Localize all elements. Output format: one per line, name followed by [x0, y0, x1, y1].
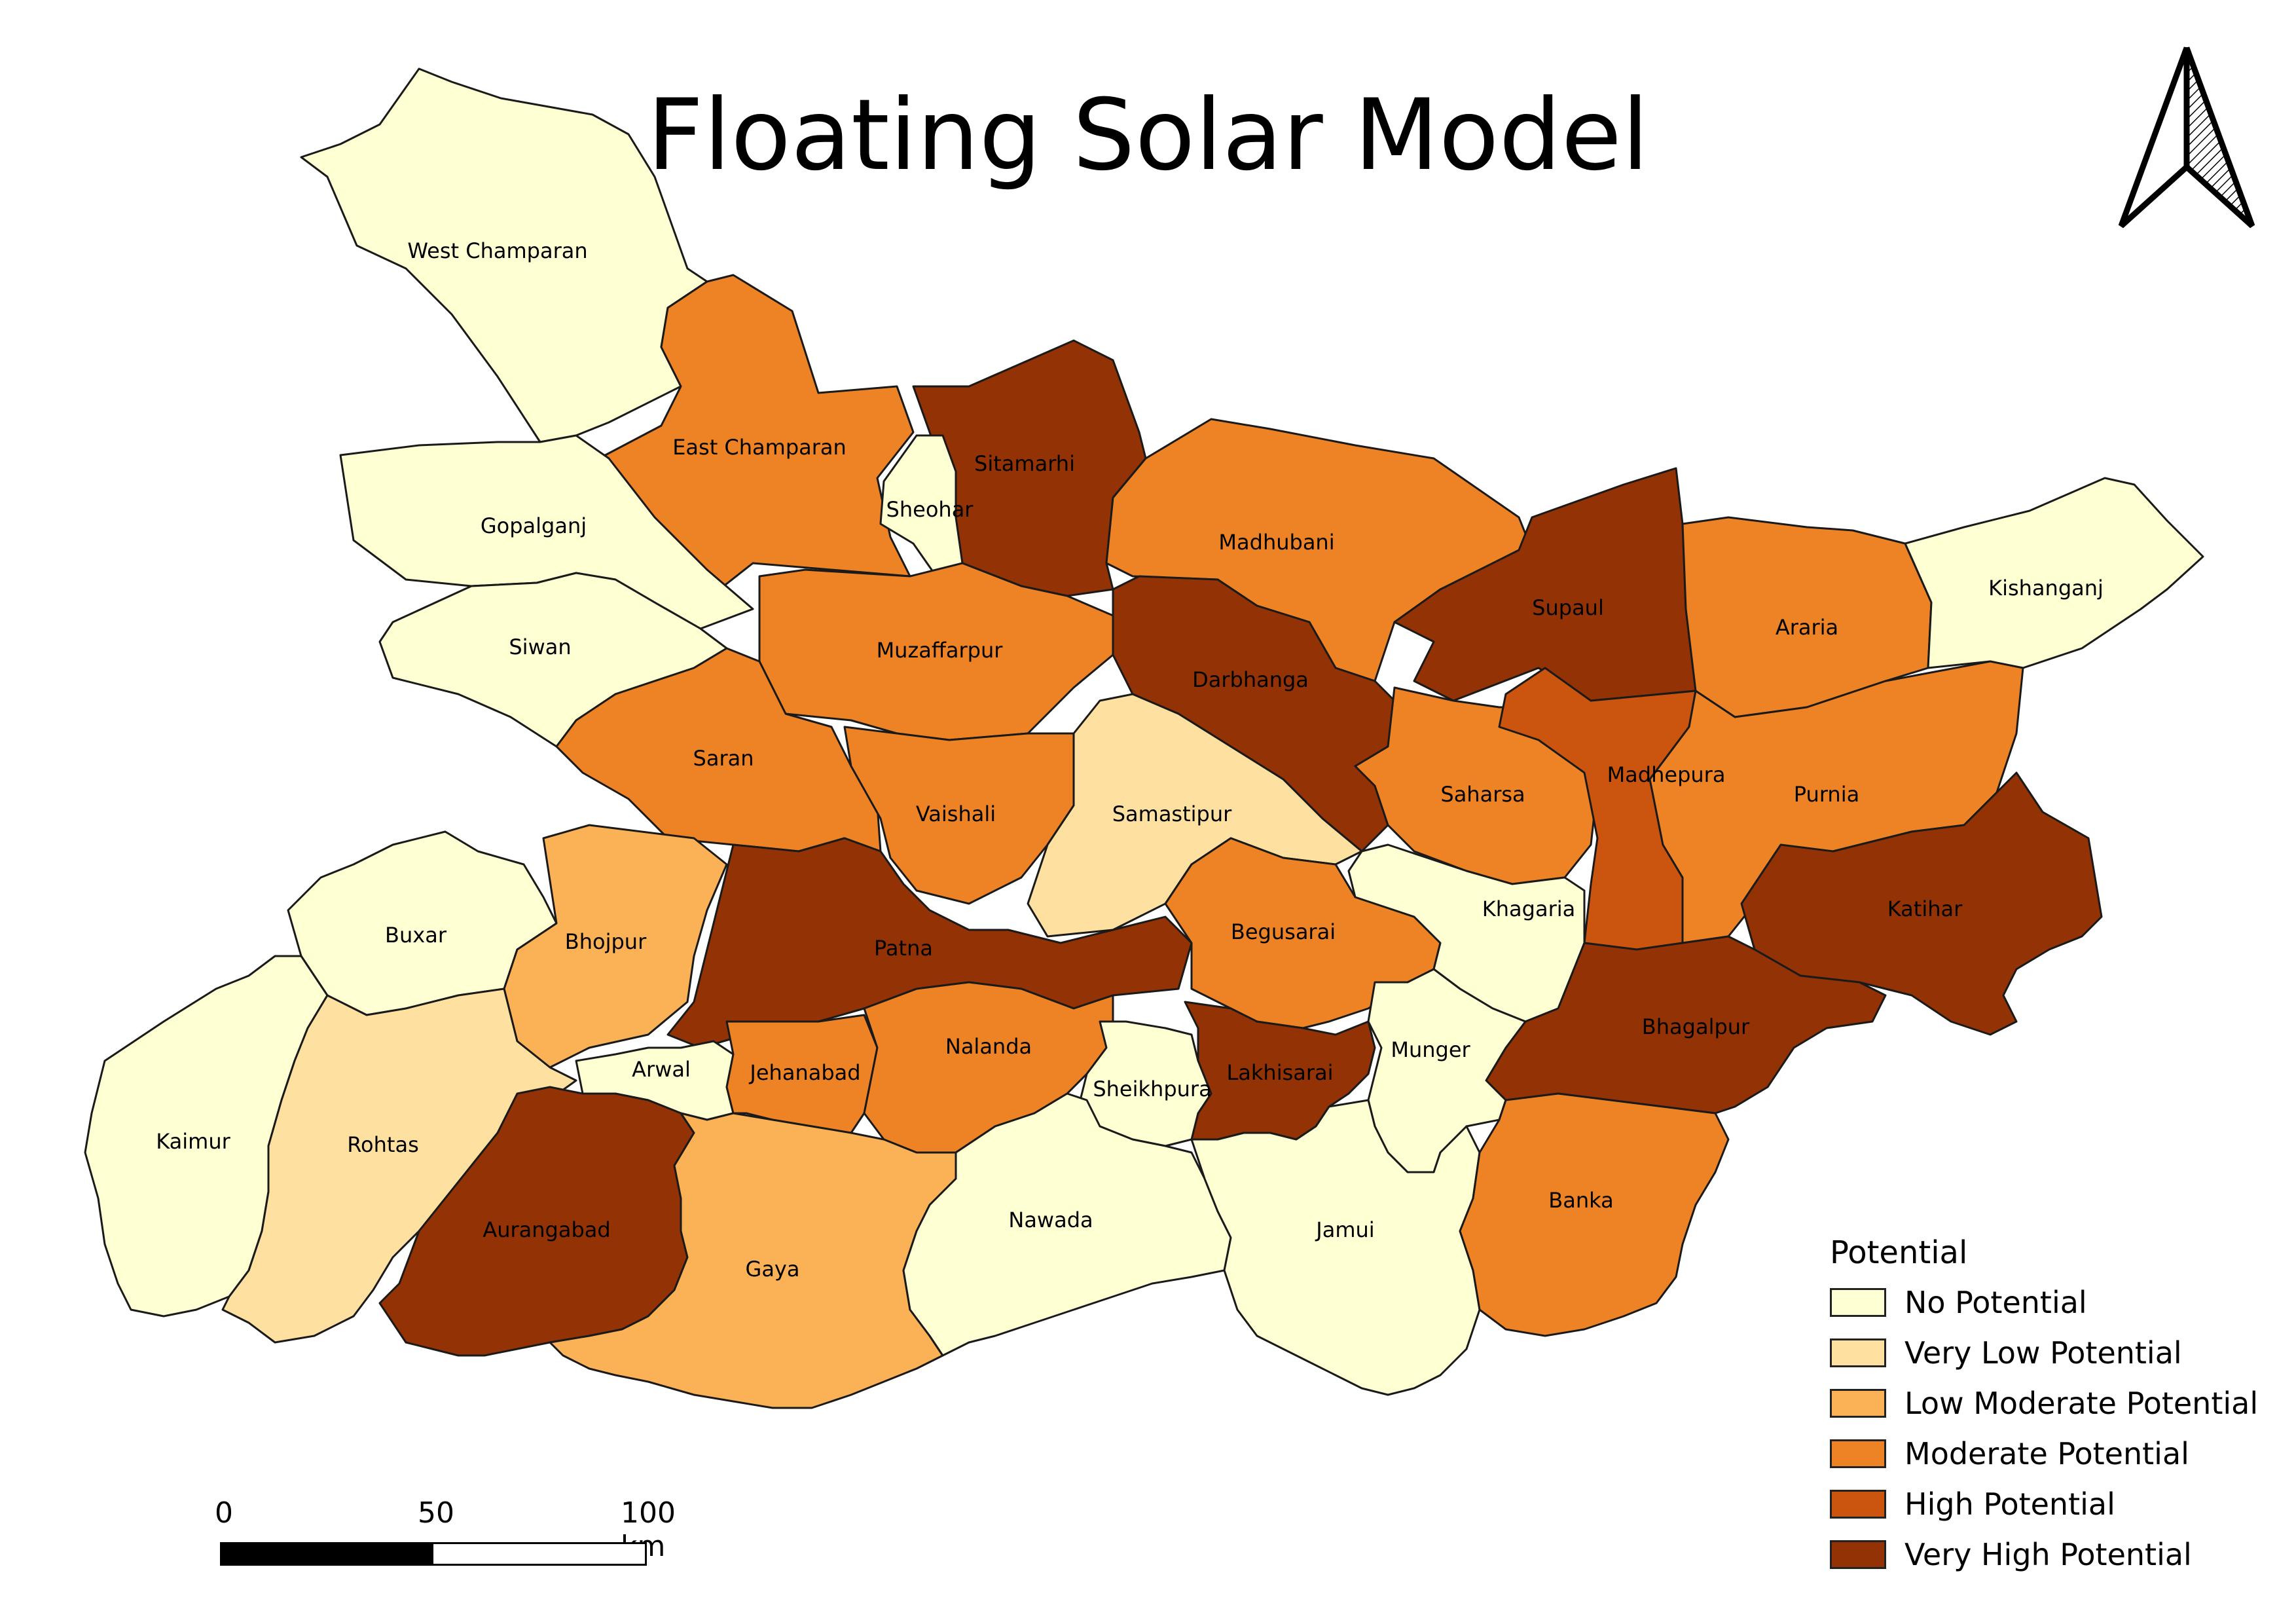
district-label-lakhisarai: Lakhisarai: [1226, 1060, 1333, 1085]
district-label-araria: Araria: [1776, 615, 1838, 640]
district-label-madhubani: Madhubani: [1218, 530, 1334, 555]
district-label-madhepura: Madhepura: [1607, 762, 1726, 787]
district-label-saran: Saran: [693, 746, 754, 771]
district-label-sitamarhi: Sitamarhi: [974, 451, 1075, 476]
district-label-jamui: Jamui: [1315, 1217, 1374, 1242]
district-muzaffarpur: [758, 562, 1114, 741]
scale-segment-white: [433, 1544, 645, 1564]
district-label-east-champaran: East Champaran: [672, 435, 847, 460]
district-rohtas: [221, 987, 577, 1344]
district-label-samastipur: Samastipur: [1112, 802, 1232, 826]
district-gopalganj: [339, 434, 754, 630]
legend-swatch: [1830, 1338, 1886, 1367]
legend-swatch: [1830, 1540, 1886, 1569]
district-label-nawada: Nawada: [1008, 1208, 1093, 1232]
district-label-katihar: Katihar: [1887, 896, 1963, 921]
scale-bar: 0 50 100 km: [215, 1496, 676, 1575]
district-label-patna: Patna: [874, 936, 933, 961]
legend-swatch: [1830, 1389, 1886, 1418]
district-supaul: [1393, 467, 1697, 702]
district-label-muzaffarpur: Muzaffarpur: [877, 638, 1004, 663]
district-label-sheohar: Sheohar: [886, 497, 974, 522]
district-kishanganj: [1904, 477, 2204, 669]
district-label-gaya: Gaya: [746, 1257, 800, 1282]
legend-swatch: [1830, 1288, 1886, 1317]
district-label-sheikhpura: Sheikhpura: [1093, 1077, 1211, 1101]
legend-item-high-potential: High Potential: [1830, 1486, 2282, 1522]
legend-label: Very High Potential: [1904, 1537, 2192, 1572]
district-label-bhagalpur: Bhagalpur: [1642, 1014, 1750, 1039]
district-label-begusarai: Begusarai: [1231, 919, 1336, 944]
district-label-bhojpur: Bhojpur: [565, 929, 647, 954]
district-label-vaishali: Vaishali: [916, 802, 996, 826]
legend-item-moderate-potential: Moderate Potential: [1830, 1435, 2282, 1472]
district-label-siwan: Siwan: [509, 635, 571, 659]
legend-item-low-moderate-potential: Low Moderate Potential: [1830, 1385, 2282, 1422]
district-east-champaran: [598, 274, 915, 600]
district-label-west-champaran: West Champaran: [407, 238, 587, 263]
district-label-gopalganj: Gopalganj: [481, 513, 587, 538]
legend-swatch: [1830, 1439, 1886, 1468]
district-label-supaul: Supaul: [1532, 595, 1604, 620]
legend-label: No Potential: [1904, 1285, 2087, 1320]
legend-label: Moderate Potential: [1904, 1436, 2189, 1471]
district-label-banka: Banka: [1548, 1188, 1613, 1213]
district-label-kaimur: Kaimur: [156, 1129, 230, 1154]
district-label-aurangabad: Aurangabad: [483, 1217, 610, 1242]
district-label-khagaria: Khagaria: [1482, 896, 1575, 921]
scale-bar-graphic: [220, 1542, 647, 1566]
legend-label: High Potential: [1904, 1486, 2115, 1522]
district-vaishali: [843, 726, 1075, 905]
legend: Potential No Potential Very Low Potentia…: [1830, 1234, 2282, 1587]
scale-segment-black: [222, 1544, 433, 1564]
legend-item-no-potential: No Potential: [1830, 1284, 2282, 1321]
district-label-munger: Munger: [1391, 1037, 1470, 1062]
legend-swatch: [1830, 1490, 1886, 1519]
legend-item-very-high-potential: Very High Potential: [1830, 1536, 2282, 1573]
district-label-rohtas: Rohtas: [347, 1132, 418, 1157]
legend-title: Potential: [1830, 1234, 1968, 1271]
north-arrow-icon: [2118, 46, 2255, 229]
district-label-buxar: Buxar: [385, 923, 447, 948]
district-gaya: [549, 1112, 957, 1409]
district-banka: [1459, 1092, 1730, 1337]
district-bhojpur: [503, 824, 728, 1069]
legend-label: Low Moderate Potential: [1904, 1386, 2259, 1421]
scale-tick-50: 50: [418, 1496, 454, 1530]
district-label-nalanda: Nalanda: [945, 1034, 1032, 1059]
map-title: Floating Solar Model: [647, 79, 1649, 193]
district-layer: [84, 67, 2204, 1409]
legend-label: Very Low Potential: [1904, 1335, 2182, 1371]
district-label-darbhanga: Darbhanga: [1192, 667, 1309, 692]
district-label-saharsa: Saharsa: [1440, 782, 1525, 807]
district-nawada: [902, 1092, 1232, 1357]
district-madhubani: [1105, 418, 1533, 682]
district-label-purnia: Purnia: [1794, 782, 1859, 807]
scale-tick-0: 0: [215, 1496, 233, 1530]
district-label-kishanganj: Kishanganj: [1988, 576, 2104, 600]
legend-item-very-low-potential: Very Low Potential: [1830, 1335, 2282, 1371]
district-label-jehanabad: Jehanabad: [748, 1060, 860, 1085]
district-label-arwal: Arwal: [632, 1057, 691, 1082]
